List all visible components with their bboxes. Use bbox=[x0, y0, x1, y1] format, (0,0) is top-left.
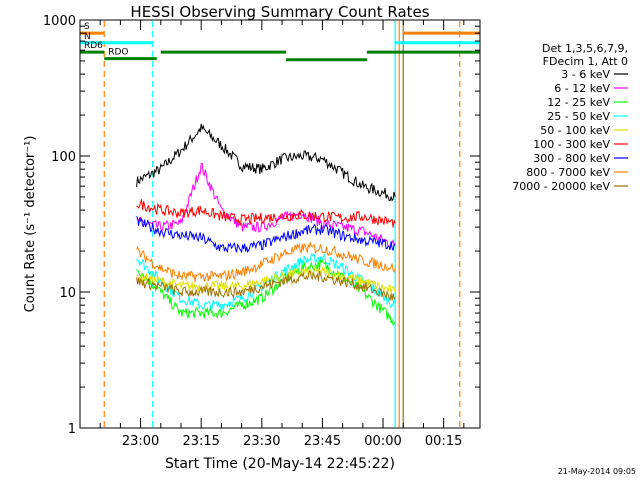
flag-bar-label: S bbox=[84, 22, 90, 32]
x-tick-label: 23:30 bbox=[243, 434, 280, 449]
series-line bbox=[136, 241, 396, 282]
x-tick-label: 00:15 bbox=[425, 434, 462, 449]
x-tick-label: 23:00 bbox=[122, 434, 159, 449]
y-tick-label: 10 bbox=[59, 286, 76, 301]
legend-label: 3 - 6 keV bbox=[561, 68, 610, 81]
legend-header: Det 1,3,5,6,7,9, bbox=[542, 42, 628, 55]
legend-label: 6 - 12 keV bbox=[554, 82, 610, 95]
flag-bar-label: RD6 bbox=[84, 41, 103, 51]
flag-bar-label: N bbox=[84, 32, 91, 42]
legend-label: 100 - 300 keV bbox=[533, 138, 610, 151]
flag-bar-label: RDO bbox=[108, 48, 128, 58]
series-line bbox=[136, 123, 396, 202]
series-line bbox=[136, 258, 396, 327]
series-line bbox=[136, 270, 396, 302]
legend-label: 800 - 7000 keV bbox=[526, 166, 610, 179]
series-line bbox=[136, 163, 396, 249]
x-axis-label: Start Time (20-May-14 22:45:22) bbox=[165, 456, 395, 472]
legend-label: 7000 - 20000 keV bbox=[512, 180, 610, 193]
chart-title: HESSI Observing Summary Count Rates bbox=[130, 3, 429, 21]
legend-label: 12 - 25 keV bbox=[547, 96, 610, 109]
legend-header: FDecim 1, Att 0 bbox=[543, 55, 628, 68]
x-tick-label: 00:00 bbox=[364, 434, 401, 449]
y-axis-label: Count Rate (s⁻¹ detector⁻¹) bbox=[23, 136, 38, 313]
legend: Det 1,3,5,6,7,9,FDecim 1, Att 03 - 6 keV… bbox=[512, 42, 628, 193]
plot-frame bbox=[79, 19, 481, 429]
y-axis: 1 10 100 1000 bbox=[43, 14, 480, 437]
x-axis: 23:00 23:15 23:30 23:45 00:00 00:15 bbox=[99, 20, 465, 449]
y-tick-label: 1000 bbox=[43, 14, 76, 29]
legend-label: 25 - 50 keV bbox=[547, 110, 610, 123]
legend-label: 300 - 800 keV bbox=[533, 152, 610, 165]
x-tick-label: 23:15 bbox=[182, 434, 219, 449]
timestamp: 21-May-2014 09:05 bbox=[558, 467, 636, 476]
y-tick-label: 100 bbox=[51, 150, 76, 165]
plot-area: SN RDO RD6 bbox=[80, 21, 480, 427]
legend-label: 50 - 100 keV bbox=[540, 124, 610, 137]
x-tick-label: 23:45 bbox=[304, 434, 341, 449]
series-line bbox=[136, 198, 396, 228]
series-line bbox=[136, 216, 396, 254]
y-tick-label: 1 bbox=[68, 422, 76, 437]
